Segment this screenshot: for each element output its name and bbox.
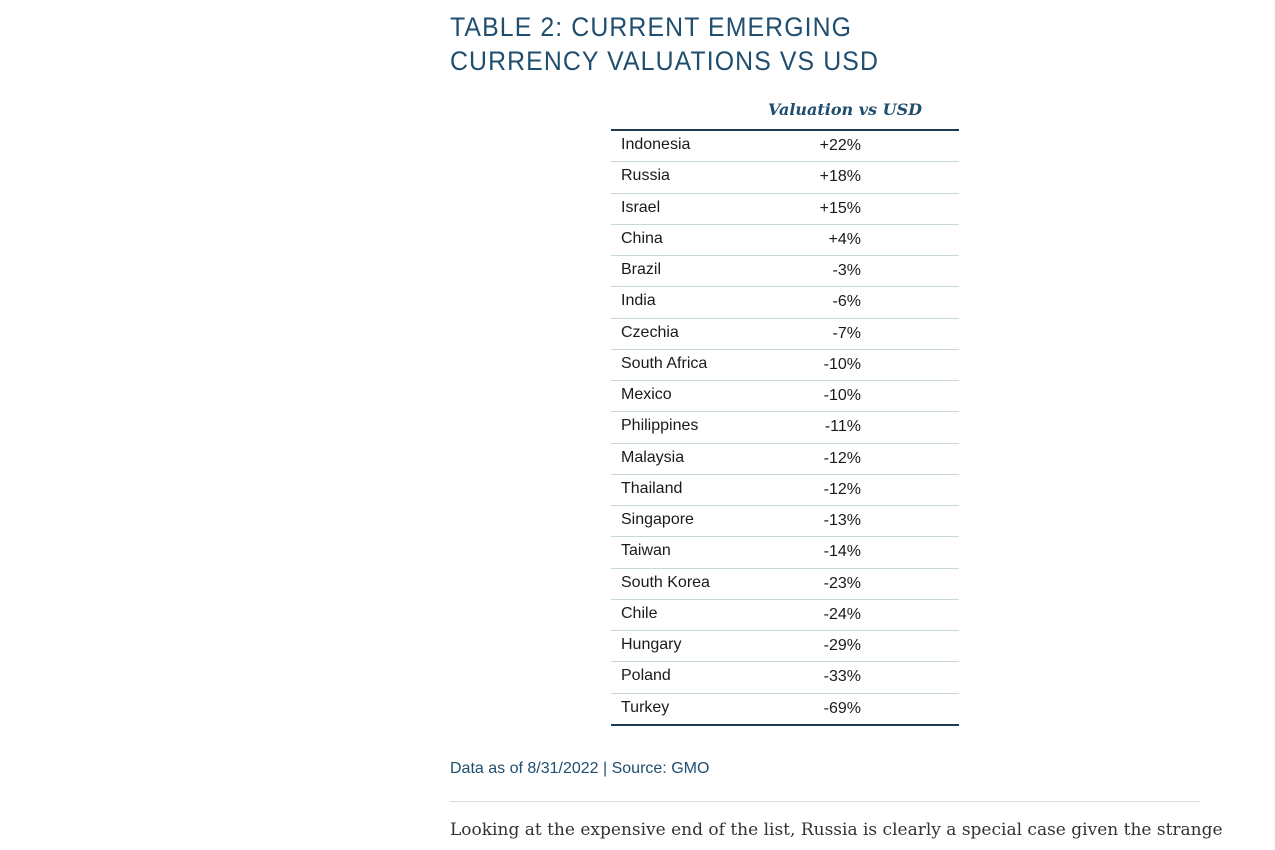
country-cell: Poland (621, 667, 671, 685)
valuation-cell: -14% (823, 543, 861, 561)
valuation-cell: -12% (823, 480, 861, 498)
table-row: Philippines -11% (611, 412, 959, 444)
valuation-cell: -11% (824, 418, 861, 436)
country-cell: Malaysia (621, 448, 685, 466)
country-cell: Singapore (621, 511, 694, 528)
table-row: Thailand -12% (611, 475, 959, 506)
table-row: Singapore -13% (611, 506, 959, 538)
table-row: India -6% (611, 287, 959, 319)
valuation-cell: +18% (819, 168, 861, 186)
country-cell: China (621, 229, 663, 247)
valuation-cell: -24% (823, 605, 861, 623)
divider (450, 801, 1200, 802)
table-header: Valuation vs USD (611, 96, 959, 131)
country-cell: Philippines (621, 417, 699, 435)
valuation-cell: -33% (823, 668, 861, 686)
table-row: China +4% (611, 225, 959, 256)
country-cell: Brazil (621, 261, 662, 278)
country-cell: Chile (621, 604, 658, 622)
table-row: Malaysia -12% (611, 444, 959, 475)
body-paragraph: Looking at the expensive end of the list… (450, 820, 1223, 840)
table-row: Taiwan -14% (611, 537, 959, 569)
valuation-cell: +4% (828, 230, 861, 248)
country-cell: South Korea (621, 573, 710, 591)
country-cell: Russia (621, 167, 670, 185)
source-note: Data as of 8/31/2022 | Source: GMO (450, 760, 710, 777)
valuation-table: Valuation vs USD Indonesia +22% Russia +18%… (611, 96, 959, 726)
valuation-cell: -7% (832, 324, 861, 342)
country-cell: Taiwan (621, 542, 671, 560)
table-row: Indonesia +22% (611, 131, 959, 163)
valuation-cell: -6% (832, 293, 861, 311)
table-row: Brazil -3% (611, 256, 959, 288)
country-cell: Thailand (621, 479, 683, 497)
valuation-cell: -10% (823, 355, 861, 373)
country-cell: Israel (621, 198, 661, 216)
valuation-cell: -12% (823, 449, 861, 467)
table-body: Indonesia +22% Russia +18% Israel +15% China +4… (611, 131, 959, 726)
country-cell: Indonesia (621, 136, 691, 153)
country-cell: India (621, 292, 656, 310)
valuation-cell: -69% (823, 699, 861, 717)
valuation-cell: -13% (823, 512, 861, 529)
valuation-cell: -23% (823, 574, 861, 592)
valuation-cell: +22% (819, 137, 861, 154)
table-row: South Africa -10% (611, 350, 959, 381)
country-cell: Turkey (621, 698, 670, 716)
table-row: Israel +15% (611, 194, 959, 225)
table-title: TABLE 2: CURRENT EMERGING CURRENCY VALUA… (450, 12, 879, 76)
valuation-cell: -29% (823, 637, 861, 654)
table-row: Mexico -10% (611, 381, 959, 413)
valuation-cell: -10% (823, 387, 861, 404)
table-row: Czechia -7% (611, 319, 959, 350)
country-cell: Hungary (621, 636, 682, 653)
table-row: Hungary -29% (611, 631, 959, 663)
country-cell: Czechia (621, 323, 679, 341)
country-cell: Mexico (621, 386, 672, 403)
valuation-cell: -3% (832, 262, 861, 279)
table-row: Russia +18% (611, 162, 959, 194)
table-row: Poland -33% (611, 662, 959, 694)
table-row: Chile -24% (611, 600, 959, 631)
table-row: South Korea -23% (611, 569, 959, 600)
valuation-cell: +15% (819, 199, 861, 217)
column-header-valuation: Valuation vs USD (768, 100, 922, 119)
table-row: Turkey -69% (611, 694, 959, 726)
country-cell: South Africa (621, 354, 708, 372)
